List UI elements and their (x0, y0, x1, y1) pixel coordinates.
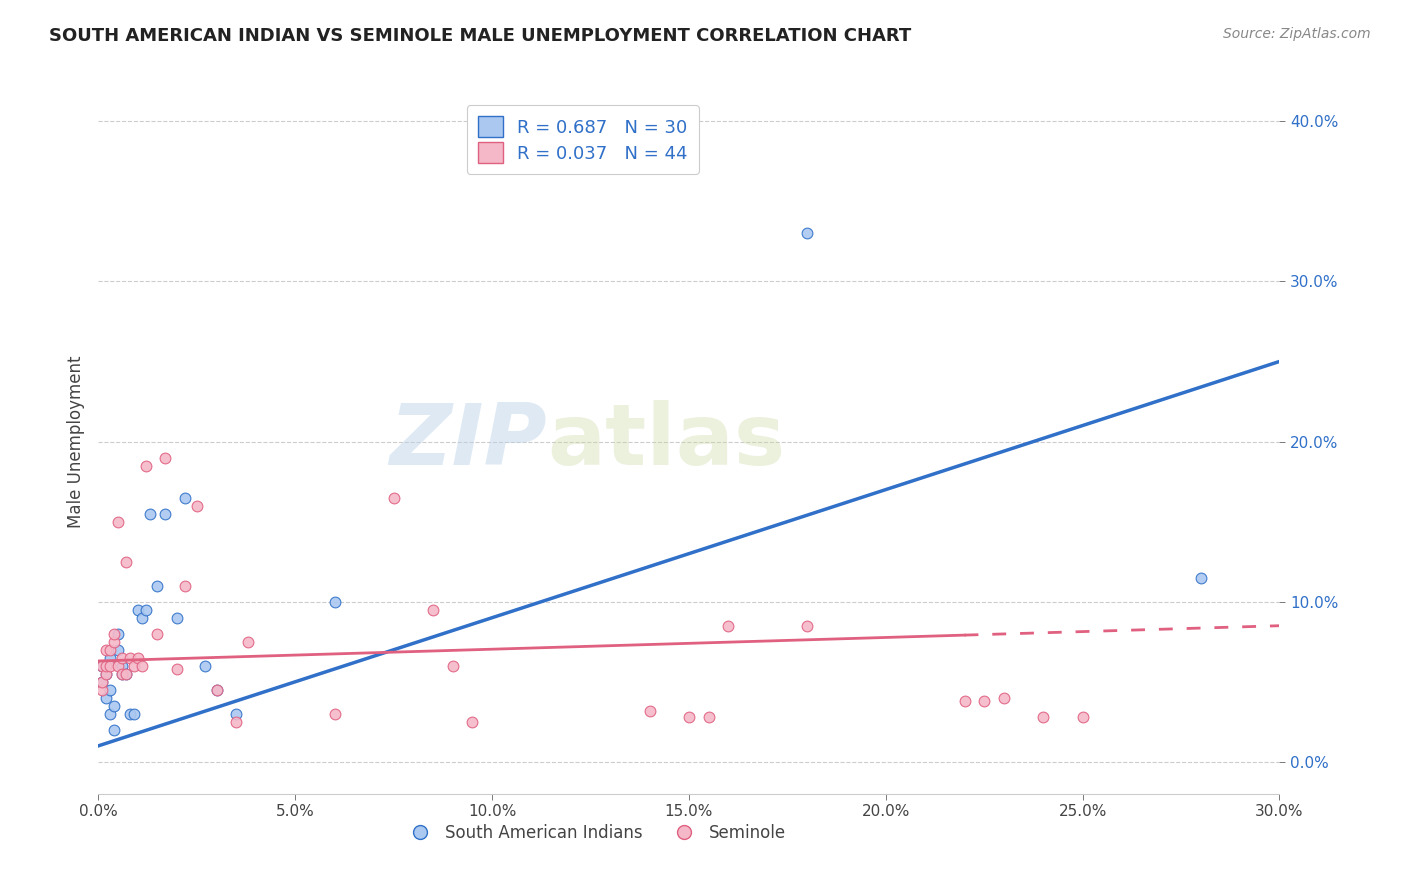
Point (118, 650, 141, 665)
Point (111, 666, 134, 681)
Point (91, 674, 114, 689)
Point (96, 690, 118, 705)
Text: ZIP: ZIP (389, 400, 547, 483)
Point (103, 626, 125, 640)
Point (638, 704, 661, 718)
Point (98, 642, 121, 657)
Point (107, 626, 129, 640)
Text: Source: ZipAtlas.com: Source: ZipAtlas.com (1223, 27, 1371, 41)
Point (194, 658, 217, 673)
Point (1071, 710, 1094, 724)
Point (135, 603, 157, 617)
Point (98, 650, 121, 665)
Point (678, 710, 700, 724)
Point (461, 714, 484, 729)
Point (796, 618, 818, 632)
Point (115, 666, 138, 681)
Point (98, 658, 121, 673)
Point (717, 618, 740, 632)
Point (323, 706, 346, 721)
Point (225, 714, 247, 729)
Point (96, 658, 118, 673)
Point (155, 507, 177, 521)
Point (127, 650, 149, 665)
Point (382, 491, 405, 505)
Point (96, 666, 118, 681)
Point (973, 694, 995, 708)
Point (174, 579, 197, 593)
Point (115, 555, 138, 569)
Point (107, 658, 129, 673)
Point (103, 723, 125, 737)
Point (127, 603, 149, 617)
Point (135, 458, 157, 473)
Point (91, 658, 114, 673)
Point (166, 662, 188, 676)
Point (111, 658, 134, 673)
Point (796, 227, 818, 241)
Point (103, 634, 125, 648)
Point (122, 706, 145, 721)
Point (91, 682, 114, 697)
Point (98, 682, 121, 697)
Point (146, 579, 169, 593)
Point (225, 706, 247, 721)
Point (103, 698, 125, 713)
Point (91, 658, 114, 673)
Point (138, 507, 160, 521)
Point (205, 682, 228, 697)
Point (96, 666, 118, 681)
Point (111, 666, 134, 681)
Point (323, 595, 346, 609)
Point (98, 706, 121, 721)
Point (166, 610, 188, 624)
Point (122, 658, 145, 673)
Point (91, 674, 114, 689)
Point (146, 626, 169, 640)
Point (115, 666, 138, 681)
Y-axis label: Male Unemployment: Male Unemployment (66, 355, 84, 528)
Point (422, 603, 444, 617)
Point (155, 450, 177, 465)
Point (107, 642, 129, 657)
Legend: South American Indians, Seminole: South American Indians, Seminole (396, 818, 793, 849)
Point (111, 650, 134, 665)
Point (118, 706, 141, 721)
Point (174, 491, 197, 505)
Point (236, 634, 259, 648)
Point (205, 682, 228, 697)
Point (131, 610, 153, 624)
Point (1189, 571, 1212, 585)
Point (96, 642, 118, 657)
Point (131, 658, 153, 673)
Point (186, 499, 208, 513)
Point (441, 658, 464, 673)
Point (697, 710, 720, 724)
Point (107, 515, 129, 529)
Point (993, 690, 1015, 705)
Text: SOUTH AMERICAN INDIAN VS SEMINOLE MALE UNEMPLOYMENT CORRELATION CHART: SOUTH AMERICAN INDIAN VS SEMINOLE MALE U… (49, 27, 911, 45)
Point (953, 694, 976, 708)
Point (1032, 710, 1054, 724)
Text: atlas: atlas (547, 400, 786, 483)
